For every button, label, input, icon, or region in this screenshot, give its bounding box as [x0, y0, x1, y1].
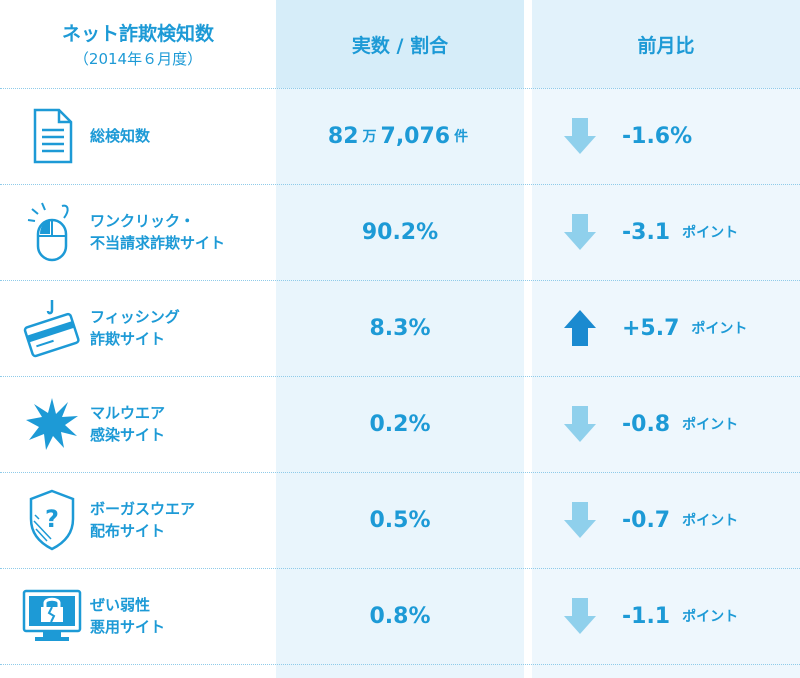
row-label-line2: 悪用サイト: [90, 618, 166, 636]
row-divider: [0, 376, 800, 377]
row-trend: -0.7 ポイント: [532, 472, 800, 568]
trend-change: -0.8 ポイント: [622, 376, 738, 472]
row-value: 82 万 7,076 件: [276, 88, 524, 184]
trend-header-title: 前月比: [637, 34, 695, 57]
down-arrow-icon: [564, 502, 596, 538]
change-value: -3.1: [622, 219, 671, 245]
table-row: ? ボーガスウエア 配布サイト 0.5% -0.7 ポイント: [0, 472, 800, 568]
row-label: ぜい弱性 悪用サイト: [90, 568, 276, 664]
row-label: 総検知数: [90, 88, 276, 184]
row-trend: -3.1 ポイント: [532, 184, 800, 280]
row-divider: [0, 88, 800, 89]
category-header-period: （2014年６月度）: [73, 50, 203, 68]
row-trend: -1.1 ポイント: [532, 568, 800, 664]
document-icon: [16, 88, 88, 184]
svg-text:?: ?: [45, 505, 59, 533]
row-label-line1: ボーガスウエア: [90, 500, 196, 518]
down-arrow-icon: [564, 406, 596, 442]
change-value: -0.7: [622, 507, 671, 533]
value-unit-ken: 件: [454, 129, 469, 145]
change-value: -0.8: [622, 411, 671, 437]
up-arrow-icon: [564, 310, 596, 346]
table-row: マルウエア 感染サイト 0.2% -0.8 ポイント: [0, 376, 800, 472]
shield-question-icon: ?: [16, 472, 88, 568]
value-unit-man: 万: [362, 129, 377, 145]
trend-header: 前月比: [532, 0, 800, 88]
broken-lock-monitor-icon: [16, 568, 88, 664]
down-arrow-icon: [564, 118, 596, 154]
row-label-line2: 詐欺サイト: [90, 330, 166, 348]
row-label: ワンクリック・ 不当請求詐欺サイト: [90, 184, 276, 280]
credit-card-hook-icon: [16, 280, 88, 376]
row-value: 0.5%: [369, 507, 431, 533]
value-header-bg: [276, 0, 524, 88]
row-label: ボーガスウエア 配布サイト: [90, 472, 276, 568]
row-divider: [0, 568, 800, 569]
trend-change: +5.7 ポイント: [622, 280, 747, 376]
row-label-line1: マルウエア: [90, 404, 166, 422]
malware-burst-icon: [16, 376, 88, 472]
change-unit: ポイント: [691, 321, 748, 337]
row-trend: +5.7 ポイント: [532, 280, 800, 376]
value-number: 82: [327, 123, 359, 149]
row-divider: [0, 184, 800, 185]
change-value: -1.1: [622, 603, 671, 629]
row-value: 0.2%: [369, 411, 431, 437]
trend-change: -1.6%: [622, 88, 692, 184]
row-divider: [0, 280, 800, 281]
change-unit: ポイント: [682, 513, 739, 529]
trend-header-bg: [532, 0, 800, 88]
table-row: 総検知数 82 万 7,076 件 -1.6%: [0, 88, 800, 184]
row-label-line2: 感染サイト: [90, 426, 166, 444]
value-column-bg: [276, 0, 524, 678]
row-trend: -1.6%: [532, 88, 800, 184]
row-label-line2: 配布サイト: [90, 522, 166, 540]
change-value: +5.7: [622, 315, 680, 341]
row-label: フィッシング 詐欺サイト: [90, 280, 276, 376]
change-value: -1.6%: [622, 123, 693, 149]
row-divider: [0, 664, 800, 665]
row-value: 8.3%: [369, 315, 431, 341]
change-unit: ポイント: [682, 417, 739, 433]
trend-change: -0.7 ポイント: [622, 472, 738, 568]
row-divider: [0, 472, 800, 473]
row-label-line1: ワンクリック・: [90, 212, 195, 230]
change-unit: ポイント: [682, 609, 739, 625]
down-arrow-icon: [564, 214, 596, 250]
table-row: ぜい弱性 悪用サイト 0.8% -1.1 ポイント: [0, 568, 800, 664]
row-label: マルウエア 感染サイト: [90, 376, 276, 472]
value-header-title: 実数 / 割合: [351, 34, 449, 57]
mouse-click-icon: [16, 184, 88, 280]
trend-change: -3.1 ポイント: [622, 184, 738, 280]
row-value: 90.2%: [361, 219, 439, 245]
value-number: 7,076: [380, 123, 451, 149]
table-row: ワンクリック・ 不当請求詐欺サイト 90.2% -3.1 ポイント: [0, 184, 800, 280]
value-header: 実数 / 割合: [276, 0, 524, 88]
trend-change: -1.1 ポイント: [622, 568, 738, 664]
category-header: ネット詐欺検知数 （2014年６月度）: [0, 0, 276, 88]
change-unit: ポイント: [682, 225, 739, 241]
row-label-line2: 不当請求詐欺サイト: [90, 234, 226, 252]
table-row: フィッシング 詐欺サイト 8.3% +5.7 ポイント: [0, 280, 800, 376]
row-label-line1: フィッシング: [90, 308, 180, 326]
row-value: 0.8%: [369, 603, 431, 629]
row-trend: -0.8 ポイント: [532, 376, 800, 472]
row-label-line1: 総検知数: [90, 127, 151, 145]
down-arrow-icon: [564, 598, 596, 634]
category-header-title: ネット詐欺検知数: [61, 23, 214, 45]
row-label-line1: ぜい弱性: [90, 596, 151, 614]
